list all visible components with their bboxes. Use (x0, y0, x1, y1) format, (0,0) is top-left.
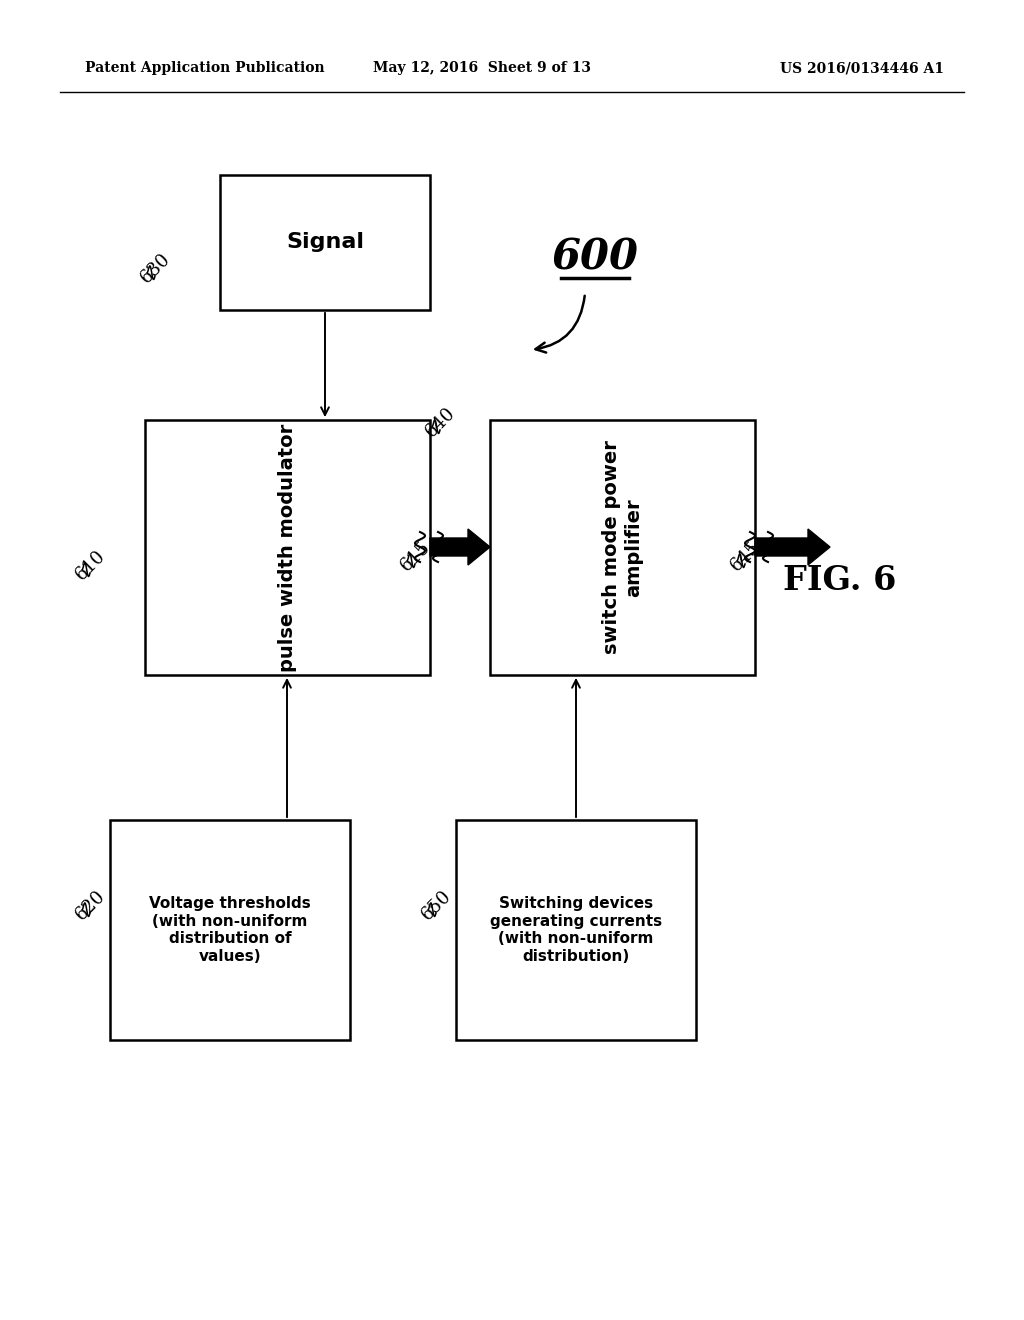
Text: 610: 610 (72, 546, 109, 583)
Text: 630: 630 (136, 249, 173, 286)
Text: May 12, 2016  Sheet 9 of 13: May 12, 2016 Sheet 9 of 13 (373, 61, 591, 75)
Text: 600: 600 (552, 238, 639, 279)
Text: US 2016/0134446 A1: US 2016/0134446 A1 (780, 61, 944, 75)
FancyBboxPatch shape (110, 820, 350, 1040)
FancyArrow shape (755, 529, 830, 565)
FancyBboxPatch shape (490, 420, 755, 675)
Text: switch mode power
amplifier: switch mode power amplifier (602, 441, 643, 655)
Text: FIG. 6: FIG. 6 (783, 564, 897, 597)
Text: 640: 640 (422, 404, 459, 441)
Text: pulse width modulator: pulse width modulator (278, 424, 297, 672)
Text: Patent Application Publication: Patent Application Publication (85, 61, 325, 75)
FancyArrow shape (430, 529, 490, 565)
Text: Signal: Signal (286, 232, 364, 252)
Text: Switching devices
generating currents
(with non-uniform
distribution): Switching devices generating currents (w… (489, 896, 663, 964)
FancyBboxPatch shape (220, 176, 430, 310)
Text: 645: 645 (726, 537, 764, 574)
FancyBboxPatch shape (456, 820, 696, 1040)
Text: 650: 650 (418, 887, 455, 924)
Text: 620: 620 (72, 887, 109, 924)
FancyBboxPatch shape (145, 420, 430, 675)
Text: 615: 615 (396, 537, 433, 574)
Text: Voltage thresholds
(with non-uniform
distribution of
values): Voltage thresholds (with non-uniform dis… (150, 896, 311, 964)
